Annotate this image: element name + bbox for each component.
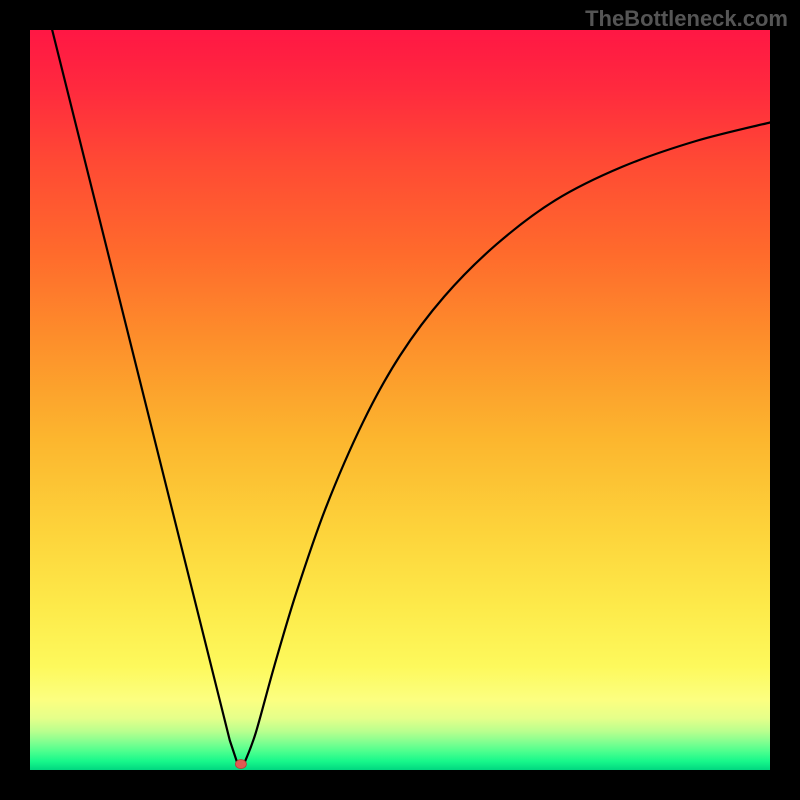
minimum-marker [235, 760, 246, 769]
gradient-chart [0, 0, 800, 800]
chart-container: TheBottleneck.com [0, 0, 800, 800]
plot-background [30, 30, 770, 770]
